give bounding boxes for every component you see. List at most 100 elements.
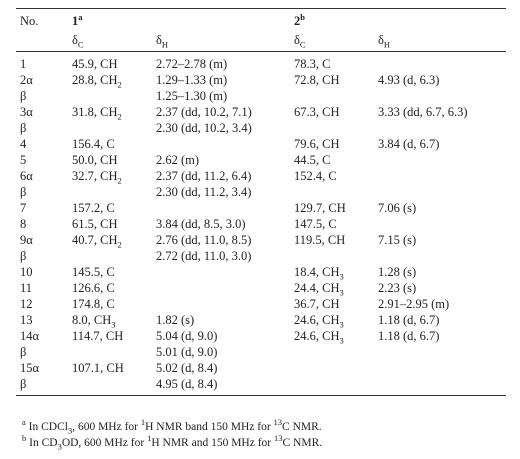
shift-cell: 61.5, CH bbox=[72, 217, 118, 231]
text-part: C NMR. bbox=[282, 421, 322, 433]
position-cell: 9α bbox=[20, 233, 33, 247]
text-part: δ bbox=[378, 33, 384, 47]
subscript: C bbox=[299, 39, 306, 50]
table-row: 11 126.6, C 24.4, CH3 2.23 (s) bbox=[16, 280, 506, 298]
shift-cell: 129.7, CH bbox=[294, 201, 346, 215]
text-part: 40.7, CH bbox=[72, 233, 118, 247]
shift-cell: 1.18 (d, 6.7) bbox=[378, 329, 440, 343]
shift-cell: 145.5, C bbox=[72, 265, 115, 279]
shift-cell bbox=[374, 184, 506, 200]
subheader: δH bbox=[152, 29, 290, 52]
shift-cell: 72.8, CH bbox=[294, 73, 340, 87]
shift-cell: 119.5, CH bbox=[294, 233, 346, 247]
position-cell: β bbox=[20, 89, 27, 103]
superscript: b bbox=[22, 433, 27, 444]
shift-cell: 24.6, CH3 bbox=[290, 312, 374, 330]
text-part: C NMR. bbox=[282, 437, 323, 449]
shift-cell bbox=[290, 88, 374, 104]
shift-cell: 1.25–1.30 (m) bbox=[156, 89, 228, 103]
subscript: 3 bbox=[111, 319, 116, 330]
table-row: β 2.30 (dd, 11.2, 3.4) bbox=[16, 184, 506, 200]
text-part: H NMR band 150 MHz for bbox=[145, 421, 274, 433]
subscript: 3 bbox=[339, 287, 344, 298]
shift-cell: 24.4, CH3 bbox=[290, 280, 374, 298]
shift-cell: 36.7, CH bbox=[294, 297, 340, 311]
shift-cell: 2.30 (dd, 11.2, 3.4) bbox=[156, 185, 252, 199]
table-body: 1 45.9, CH 2.72–2.78 (m) 78.3, C 2α 28.8, CH2… bbox=[16, 52, 506, 396]
shift-cell bbox=[290, 376, 374, 396]
position-cell: 8 bbox=[20, 217, 27, 231]
shift-cell: 18.4, CH3 bbox=[290, 264, 374, 281]
text-part: OD, 600 MHz for bbox=[61, 437, 148, 449]
shift-cell: 31.8, CH2 bbox=[68, 104, 152, 122]
shift-cell bbox=[374, 52, 506, 73]
compound-header: 2b bbox=[290, 8, 506, 29]
shift-cell: 5.02 (d, 8.4) bbox=[156, 361, 218, 375]
shift-cell bbox=[152, 296, 290, 312]
subheader: δC bbox=[68, 29, 152, 52]
shift-cell: 50.0, CH bbox=[72, 153, 118, 167]
shift-cell bbox=[374, 88, 506, 104]
shift-cell: 40.7, CH2 bbox=[68, 232, 152, 250]
shift-cell: 5.04 (d, 9.0) bbox=[156, 329, 218, 343]
table-row: 7 157.2, C 129.7, CH 7.06 (s) bbox=[16, 200, 506, 216]
shift-cell: 78.3, C bbox=[294, 57, 331, 71]
position-cell: 4 bbox=[20, 137, 27, 151]
position-cell: 6α bbox=[20, 169, 33, 183]
text-part: In CD bbox=[26, 437, 58, 449]
shift-cell: 3.33 (dd, 6.7, 6.3) bbox=[378, 105, 468, 119]
shift-cell bbox=[290, 248, 374, 264]
header-row: No. 1a 2b bbox=[16, 8, 506, 29]
table-row: β 4.95 (d, 8.4) bbox=[16, 376, 506, 396]
shift-cell: 32.7, CH2 bbox=[68, 168, 152, 185]
table-row: β 2.30 (dd, 10.2, 3.4) bbox=[16, 120, 506, 136]
table-row: 5 50.0, CH 2.62 (m) 44.5, C bbox=[16, 152, 506, 168]
text-part: δ bbox=[156, 33, 162, 47]
subscript: 2 bbox=[117, 111, 122, 122]
position-cell: 12 bbox=[20, 297, 33, 311]
subscript: 2 bbox=[117, 239, 122, 250]
table-row: 10 145.5, C 18.4, CH3 1.28 (s) bbox=[16, 264, 506, 281]
footnotes: a In CDCl3, 600 MHz for 1H NMR band 150 … bbox=[22, 418, 323, 451]
table-header: No. 1a 2b δC δH δC δH bbox=[16, 8, 506, 52]
shift-cell: 107.1, CH bbox=[72, 361, 124, 375]
table-row: 3α 31.8, CH2 2.37 (dd, 10.2, 7.1) 67.3, CH 3… bbox=[16, 104, 506, 122]
text-part: 24.6, CH bbox=[294, 313, 340, 327]
shift-cell bbox=[152, 136, 290, 152]
text-part: In CDCl bbox=[25, 421, 68, 433]
position-cell: 7 bbox=[20, 201, 27, 215]
shift-cell bbox=[152, 200, 290, 216]
text-part: 24.6, CH bbox=[294, 329, 340, 343]
table-row: 9α 40.7, CH2 2.76 (dd, 11.0, 8.5) 119.5, CH… bbox=[16, 232, 506, 250]
shift-cell bbox=[68, 88, 152, 104]
shift-cell: 2.76 (dd, 11.0, 8.5) bbox=[156, 233, 252, 247]
text-part: 1 bbox=[72, 13, 79, 28]
text-part: δ bbox=[72, 33, 78, 47]
position-cell: β bbox=[16, 376, 68, 396]
shift-cell: 152.4, C bbox=[294, 169, 337, 183]
table-row: 1 45.9, CH 2.72–2.78 (m) 78.3, C bbox=[16, 52, 506, 73]
shift-cell: 147.5, C bbox=[294, 217, 337, 231]
table-row: 2α 28.8, CH2 1.29–1.33 (m) 72.8, CH 4.93 (d,… bbox=[16, 72, 506, 89]
text-part: 2 bbox=[294, 13, 301, 28]
shift-cell bbox=[290, 184, 374, 200]
position-cell: β bbox=[20, 249, 27, 263]
shift-cell: 156.4, C bbox=[72, 137, 115, 151]
text-part: 24.4, CH bbox=[294, 281, 340, 295]
table-row: 6α 32.7, CH2 2.37 (dd, 11.2, 6.4) 152.4, C bbox=[16, 168, 506, 185]
position-cell: 10 bbox=[20, 265, 33, 279]
table-row: 15α 107.1, CH 5.02 (d, 8.4) bbox=[16, 360, 506, 376]
shift-cell: 126.6, C bbox=[72, 281, 115, 295]
subheader: δC bbox=[290, 29, 374, 52]
footnote: a In CDCl3, 600 MHz for 1H NMR band 150 … bbox=[22, 418, 322, 435]
shift-cell: 24.6, CH3 bbox=[290, 328, 374, 345]
shift-cell bbox=[68, 120, 152, 136]
subscript: C bbox=[77, 39, 84, 50]
shift-cell bbox=[68, 248, 152, 264]
shift-cell: 2.30 (dd, 10.2, 3.4) bbox=[156, 121, 252, 135]
table-row: β 5.01 (d, 9.0) bbox=[16, 344, 506, 360]
superscript: 13 bbox=[274, 433, 283, 444]
subscript: 3 bbox=[339, 319, 344, 330]
position-cell: 1 bbox=[20, 57, 27, 71]
